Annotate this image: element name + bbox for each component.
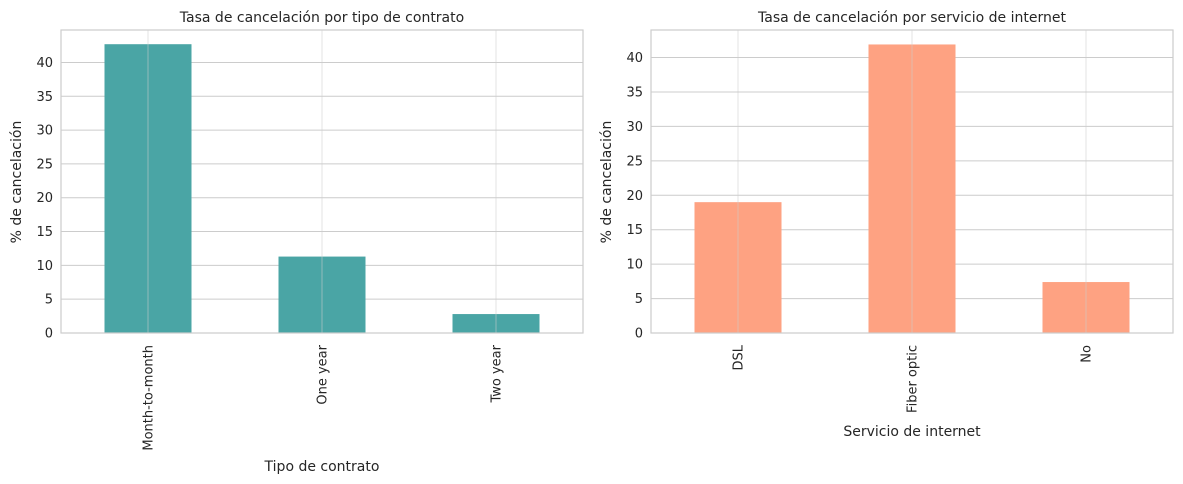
chart-internet-ytick-label: 30	[626, 120, 643, 135]
chart-internet-ytick-label: 25	[626, 154, 643, 169]
chart-internet-plot-frame	[650, 29, 1174, 334]
chart-internet-ytick-label: 20	[626, 189, 643, 204]
chart-internet-ylabel: % de cancelación	[599, 121, 615, 244]
chart-contract-ytick-label: 35	[36, 90, 53, 105]
chart-contract-xtick-label: Two year	[490, 344, 505, 403]
chart-contract-ytick-label: 10	[36, 259, 53, 274]
chart-internet: Tasa de cancelación por servicio de inte…	[599, 10, 1174, 440]
chart-contract: Tasa de cancelación por tipo de contrato…	[9, 10, 584, 475]
chart-internet-ytick-label: 40	[626, 51, 643, 66]
chart-contract-plot-frame	[60, 29, 584, 334]
chart-contract-xtick-label: Month-to-month	[142, 345, 157, 451]
chart-internet-ytick-label: 15	[626, 223, 643, 238]
chart-contract-ylabel: % de cancelación	[9, 121, 25, 244]
chart-contract-ytick-label: 5	[45, 293, 53, 308]
chart-contract-ytick-label: 25	[36, 157, 53, 172]
chart-contract-ytick-label: 30	[36, 124, 53, 139]
chart-contract-ytick-label: 15	[36, 225, 53, 240]
chart-internet-xlabel: Servicio de internet	[843, 424, 981, 440]
chart-internet-xtick-label: DSL	[732, 344, 747, 370]
chart-internet-ytick-label: 0	[635, 327, 643, 342]
chart-contract-ytick-label: 40	[36, 56, 53, 71]
chart-internet-xtick-label: No	[1080, 345, 1095, 363]
chart-internet-ytick-label: 10	[626, 258, 643, 273]
chart-internet-title: Tasa de cancelación por servicio de inte…	[757, 10, 1066, 26]
chart-contract-ytick-label: 20	[36, 191, 53, 206]
chart-contract-xtick-label: One year	[316, 344, 331, 404]
chart-internet-ytick-label: 5	[635, 292, 643, 307]
chart-contract-ytick-label: 0	[45, 327, 53, 342]
chart-contract-title: Tasa de cancelación por tipo de contrato	[179, 10, 464, 26]
chart-internet-xtick-label: Fiber optic	[906, 345, 921, 413]
chart-contract-xlabel: Tipo de contrato	[264, 459, 380, 475]
chart-internet-ytick-label: 35	[626, 85, 643, 100]
